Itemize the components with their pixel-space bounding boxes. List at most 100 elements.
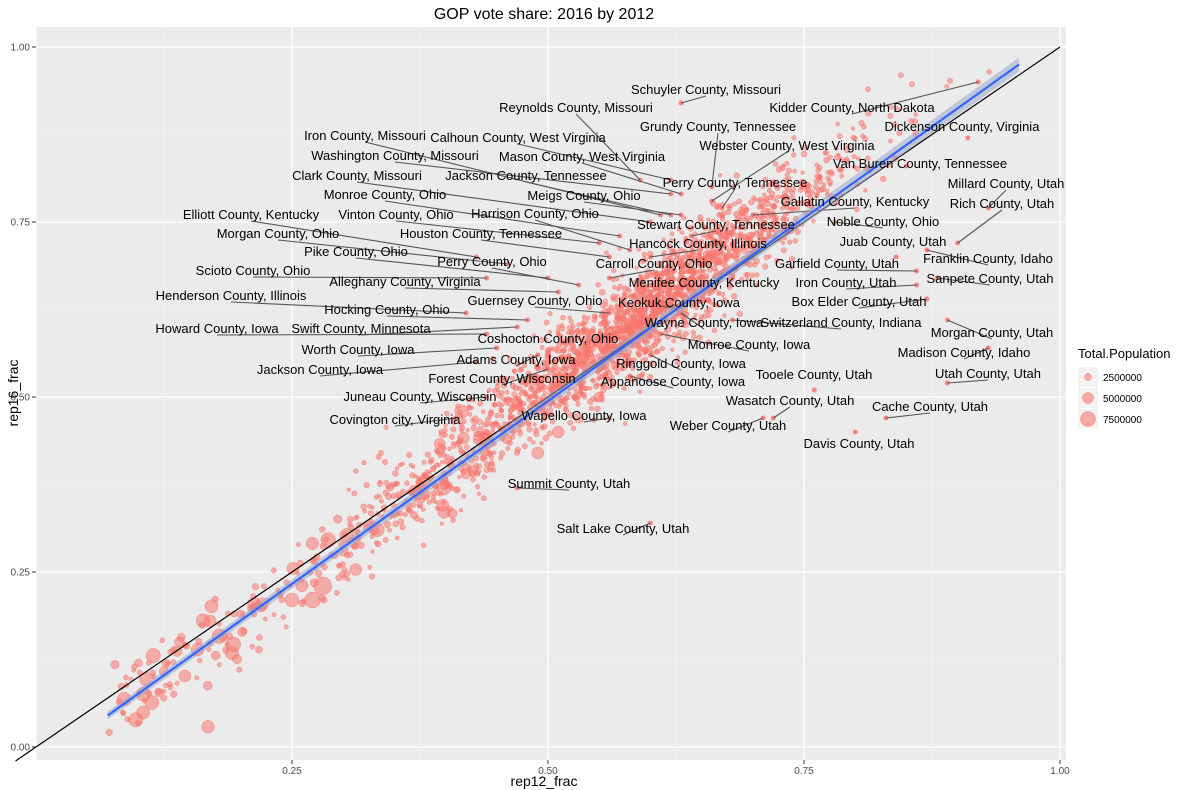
county-label: Iron County, Missouri (304, 128, 426, 143)
county-label: Madison County, Idaho (898, 345, 1031, 360)
county-label: Covington city, Virginia (329, 412, 461, 427)
county-point (560, 346, 567, 353)
county-point (567, 347, 573, 352)
county-point (602, 307, 608, 312)
county-point (662, 283, 667, 288)
county-label: Clark County, Missouri (292, 168, 422, 183)
large-county-point (174, 636, 185, 648)
county-point (500, 375, 505, 381)
county-point (734, 251, 741, 258)
county-label: Morgan County, Utah (931, 325, 1054, 340)
county-point (433, 462, 440, 468)
county-point (521, 388, 526, 394)
county-point (370, 549, 375, 554)
county-label: Swift County, Minnesota (291, 321, 431, 336)
county-point (780, 206, 785, 211)
county-point (784, 172, 790, 178)
county-point (800, 170, 805, 175)
large-county-point (551, 425, 565, 439)
county-point (591, 313, 598, 320)
county-point (803, 145, 809, 151)
county-point (762, 176, 769, 183)
county-point (722, 313, 727, 318)
county-point (565, 362, 572, 369)
county-point (687, 284, 694, 291)
county-label: Wasatch County, Utah (726, 393, 855, 408)
county-point (443, 458, 451, 465)
county-label: Menifee County, Kentucky (629, 275, 780, 290)
county-point (451, 441, 456, 446)
county-point (510, 375, 515, 381)
county-point (367, 564, 373, 570)
county-point (430, 489, 437, 497)
county-point (644, 300, 650, 305)
county-point (280, 614, 286, 620)
county-point (394, 535, 400, 541)
county-point (651, 342, 658, 348)
county-point (674, 359, 681, 366)
county-point (517, 385, 523, 392)
county-point (669, 238, 674, 243)
county-point (340, 561, 346, 567)
county-point (633, 279, 639, 284)
county-label: Keokuk County, Iowa (618, 295, 741, 310)
county-point (249, 643, 255, 650)
county-point (588, 405, 594, 411)
county-point (659, 345, 666, 352)
county-point (383, 424, 389, 430)
county-point (637, 389, 643, 395)
county-point (271, 612, 277, 617)
county-point (670, 347, 675, 352)
chart-title: GOP vote share: 2016 by 2012 (434, 6, 654, 23)
county-point (599, 289, 606, 296)
county-point (944, 83, 950, 89)
county-label: Franklin County, Idaho (923, 251, 1053, 266)
x-axis-title: rep12_frac (511, 773, 578, 789)
county-point (693, 312, 698, 317)
x-tick-label: 0.25 (282, 766, 302, 777)
county-point (480, 495, 487, 502)
county-point (408, 463, 414, 468)
county-point (491, 450, 497, 455)
county-point (767, 195, 773, 201)
county-point (817, 178, 824, 185)
county-point (255, 646, 263, 654)
county-point (754, 282, 760, 288)
large-county-point (284, 592, 300, 608)
county-point (610, 380, 616, 387)
county-label: Scioto County, Ohio (196, 263, 311, 278)
county-point (775, 166, 783, 173)
county-point (416, 501, 424, 509)
county-point (805, 201, 812, 209)
county-point (560, 314, 566, 321)
county-label: Cache County, Utah (872, 399, 988, 414)
county-point (792, 238, 799, 244)
county-point (486, 387, 492, 393)
county-point (210, 650, 221, 661)
county-point (170, 690, 178, 698)
county-point (715, 302, 721, 308)
county-point (421, 542, 427, 548)
county-point (676, 226, 682, 232)
county-point (792, 168, 798, 174)
county-point (491, 387, 498, 394)
county-point (567, 419, 574, 426)
county-point (880, 175, 887, 182)
county-point (614, 304, 620, 310)
county-point (476, 418, 483, 425)
county-point (240, 627, 248, 635)
county-label: Ringgold County, Iowa (616, 356, 747, 371)
county-point (471, 419, 478, 426)
county-point (319, 526, 326, 533)
county-point (475, 484, 481, 490)
county-point (687, 225, 695, 232)
county-point (502, 421, 507, 426)
legend-title: Total.Population (1078, 346, 1171, 361)
county-point (505, 446, 511, 451)
county-label: Wayne County, Iowa (645, 315, 764, 330)
county-point (583, 355, 590, 361)
county-point (811, 218, 816, 224)
y-tick-label: 0.75 (11, 218, 31, 229)
county-point (823, 150, 829, 156)
county-point (490, 426, 496, 431)
